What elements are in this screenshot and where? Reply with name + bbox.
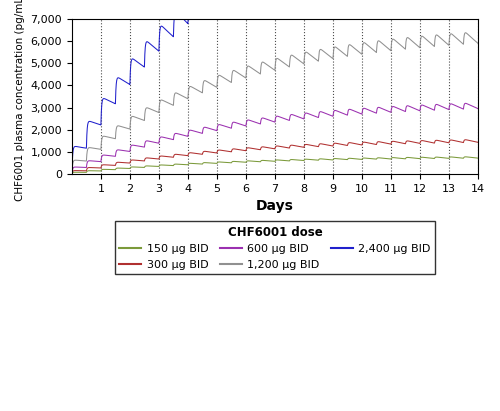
2,400 μg BID: [150, 43, 156, 48]
2,400 μg BID: [97, 122, 103, 127]
300 μg BID: [97, 166, 103, 171]
300 μg BID: [462, 137, 468, 142]
600 μg BID: [462, 101, 468, 106]
2,400 μg BID: [168, 32, 174, 37]
Line: 1,200 μg BID: 1,200 μg BID: [72, 33, 478, 174]
1,200 μg BID: [462, 30, 468, 35]
150 μg BID: [252, 159, 258, 164]
300 μg BID: [69, 171, 75, 176]
Line: 600 μg BID: 600 μg BID: [72, 103, 478, 174]
300 μg BID: [386, 141, 392, 146]
300 μg BID: [150, 156, 156, 161]
Y-axis label: CHF6001 plasma concentration (pg/mL): CHF6001 plasma concentration (pg/mL): [15, 0, 25, 201]
Legend: 150 μg BID, 300 μg BID, 600 μg BID, 1,200 μg BID, 2,400 μg BID: 150 μg BID, 300 μg BID, 600 μg BID, 1,20…: [114, 221, 436, 274]
600 μg BID: [258, 118, 264, 122]
150 μg BID: [258, 158, 264, 163]
2,400 μg BID: [69, 171, 75, 176]
300 μg BID: [258, 145, 264, 150]
Line: 150 μg BID: 150 μg BID: [72, 157, 478, 174]
1,200 μg BID: [97, 147, 103, 152]
600 μg BID: [150, 139, 156, 144]
150 μg BID: [97, 169, 103, 173]
150 μg BID: [69, 171, 75, 176]
1,200 μg BID: [475, 41, 481, 46]
300 μg BID: [168, 155, 174, 159]
Line: 300 μg BID: 300 μg BID: [72, 140, 478, 174]
150 μg BID: [475, 156, 481, 161]
150 μg BID: [150, 164, 156, 169]
300 μg BID: [475, 140, 481, 145]
X-axis label: Days: Days: [256, 199, 294, 213]
150 μg BID: [168, 163, 174, 168]
600 μg BID: [168, 136, 174, 141]
300 μg BID: [252, 146, 258, 151]
1,200 μg BID: [258, 63, 264, 68]
600 μg BID: [386, 109, 392, 114]
150 μg BID: [386, 156, 392, 161]
1,200 μg BID: [69, 171, 75, 176]
Line: 2,400 μg BID: 2,400 μg BID: [72, 0, 478, 174]
1,200 μg BID: [386, 46, 392, 51]
1,200 μg BID: [252, 68, 258, 73]
1,200 μg BID: [150, 107, 156, 112]
600 μg BID: [69, 171, 75, 176]
600 μg BID: [97, 159, 103, 164]
600 μg BID: [252, 120, 258, 125]
150 μg BID: [462, 155, 468, 159]
1,200 μg BID: [168, 102, 174, 106]
600 μg BID: [475, 106, 481, 111]
